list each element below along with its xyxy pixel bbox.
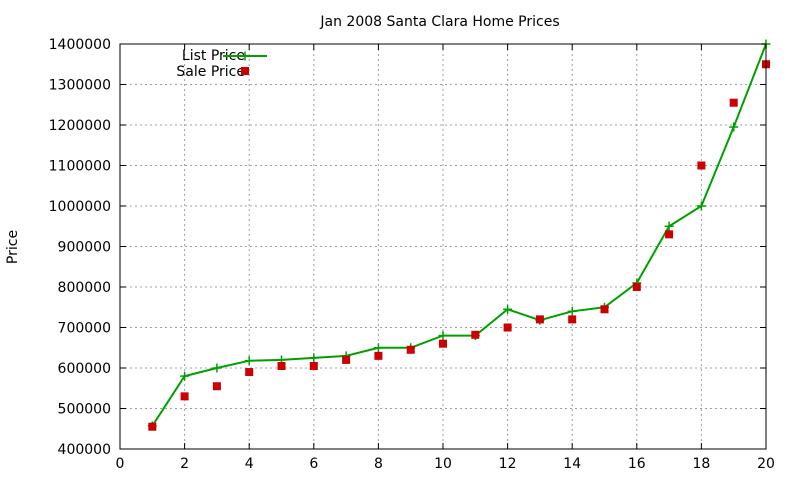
y-tick-label: 900000 (58, 240, 111, 256)
y-tick-label: 1100000 (49, 159, 111, 175)
sale-price-point (277, 361, 286, 370)
plot-frame (119, 43, 767, 450)
sale-price-point (471, 330, 480, 339)
sale-price-point (245, 368, 254, 377)
legend-sample-list-price (223, 51, 267, 61)
y-tick-label: 500000 (58, 402, 111, 418)
sale-price-point (729, 98, 738, 107)
x-tick-label: 8 (374, 456, 383, 472)
x-tick-label: 4 (245, 456, 254, 472)
sale-price-point (600, 305, 609, 314)
list-price-point (664, 221, 674, 231)
list-price-point (309, 353, 319, 363)
sale-price-point (697, 161, 706, 170)
sale-price-point (632, 283, 641, 291)
list-price-point (729, 122, 739, 132)
list-price-point (696, 201, 706, 211)
x-tick-label: 2 (180, 456, 189, 472)
list-price-point (244, 356, 254, 366)
y-tick-label: 1400000 (49, 37, 111, 53)
series-sale-price (148, 60, 770, 431)
sale-price-point (180, 392, 189, 401)
series-layer (147, 39, 771, 431)
y-tick-label: 1200000 (49, 118, 111, 134)
list-price-point (438, 331, 448, 341)
y-tick-label: 800000 (58, 280, 111, 296)
y-tick-labels: 400000 500000 600000 700000 800000 900000 1000… (49, 37, 111, 458)
list-price-point (503, 304, 513, 314)
sale-price-point (406, 345, 415, 354)
legend-square-marker (241, 67, 249, 75)
sale-price-point (212, 382, 221, 391)
x-tick-label: 0 (116, 456, 125, 472)
x-tick-label: 14 (563, 456, 581, 472)
y-tick-label: 700000 (58, 321, 111, 337)
x-tick-label: 16 (628, 456, 646, 472)
x-tick-label: 12 (499, 456, 517, 472)
list-price-line (151, 43, 767, 427)
y-axis-label: Price (5, 230, 21, 264)
list-price-point (212, 363, 222, 373)
y-tick-label: 400000 (58, 442, 111, 458)
legend-plus-marker (240, 51, 250, 61)
y-tick-label: 1300000 (49, 78, 111, 94)
x-tick-label: 10 (434, 456, 452, 472)
sale-price-point (374, 351, 383, 360)
sale-price-point (568, 315, 577, 324)
sale-price-point (342, 355, 351, 364)
x-tick-label: 6 (309, 456, 318, 472)
x-tick-labels: 0 2 4 6 8 10 12 14 16 18 20 (116, 456, 775, 472)
legend-sample-sale-price (241, 67, 249, 75)
sale-price-point (148, 422, 157, 431)
x-tick-label: 18 (692, 456, 710, 472)
sale-price-point (535, 315, 544, 324)
legend-label-sale-price: Sale Price (176, 64, 245, 80)
series-list-price (147, 39, 771, 431)
chart-title: Jan 2008 Santa Clara Home Prices (319, 14, 559, 30)
sale-price-point (665, 230, 674, 239)
y-tick-label: 1000000 (49, 199, 111, 215)
legend-label-list-price: List Price (182, 48, 245, 64)
sale-price-point (439, 339, 447, 348)
list-price-point (373, 343, 383, 353)
list-price-point (180, 371, 190, 381)
x-tick-label: 20 (757, 456, 775, 472)
sale-price-point (309, 361, 318, 370)
legend: List Price Sale Price (176, 48, 267, 80)
y-tick-label: 600000 (58, 361, 111, 377)
sale-price-point (503, 323, 512, 332)
list-price-point (567, 306, 577, 316)
